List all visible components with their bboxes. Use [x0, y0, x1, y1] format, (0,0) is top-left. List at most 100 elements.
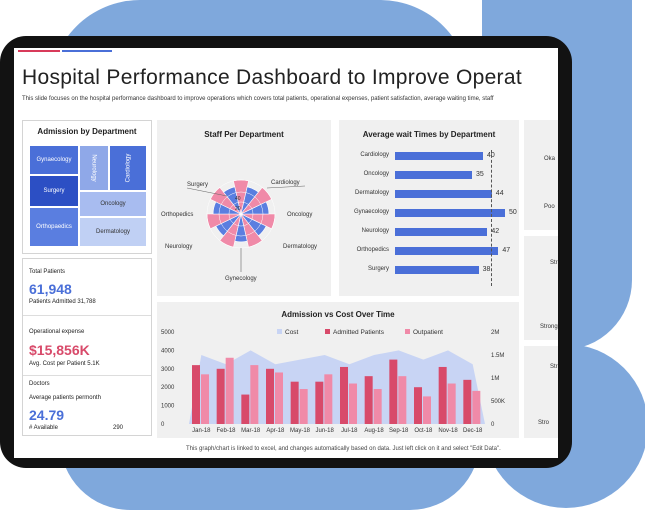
- wait-bar-value: 40: [487, 152, 495, 159]
- total-patients-label: Total Patients: [29, 269, 66, 275]
- wait-bar-value: 50: [509, 209, 517, 216]
- satisfaction-poor-label: Poo: [544, 204, 555, 210]
- wait-bar-value: 44: [495, 190, 504, 197]
- admitted-bar: [364, 376, 373, 424]
- leader-line: [266, 185, 306, 189]
- kpi-divider: [23, 315, 151, 316]
- treemap-cell-dermatology[interactable]: Dermatology: [79, 217, 147, 247]
- dashboard-screen: Hospital Performance Dashboard to Improv…: [14, 48, 558, 458]
- panel-title: Average wait Times by Department: [362, 130, 496, 139]
- y-left-tick: 3000: [161, 367, 175, 373]
- staff-label-orthopedics: Orthopedics: [161, 212, 194, 218]
- x-tick: Apr-18: [266, 428, 285, 434]
- admission-vs-cost-panel: Admission vs Cost Over Time Cost Admitted…: [157, 302, 519, 438]
- avg-cost: Avg. Cost per Patient 5.1K: [29, 361, 100, 367]
- wait-bar-value: 47: [502, 247, 511, 254]
- wait-bar[interactable]: [395, 209, 505, 217]
- y-right-tick: 1.5M: [491, 353, 504, 359]
- tablet-frame: Hospital Performance Dashboard to Improv…: [0, 36, 572, 468]
- outpatient-bar: [447, 383, 456, 424]
- treemap-cell-cardiology[interactable]: Cardiology: [109, 145, 147, 191]
- y-left-tick: 5000: [161, 330, 175, 336]
- x-tick: Feb-18: [216, 428, 236, 434]
- wait-bar[interactable]: [395, 190, 492, 198]
- legend-label: Outpatient: [413, 329, 443, 336]
- wait-bar[interactable]: [395, 152, 483, 160]
- wait-bar[interactable]: [395, 266, 479, 274]
- x-tick: Jul-18: [341, 428, 358, 434]
- kpi-divider: [23, 375, 151, 376]
- x-tick: Jan-18: [192, 428, 211, 434]
- outpatient-bar: [299, 389, 308, 424]
- admitted-bar: [192, 365, 200, 424]
- outpatient-bar: [250, 365, 259, 424]
- available-value: 290: [113, 425, 124, 431]
- doctors-label: Doctors: [29, 381, 50, 387]
- treemap-cell-gynaecology[interactable]: Gynaecology: [29, 145, 79, 175]
- right-label-strong: Strong: [540, 324, 558, 330]
- x-tick: Sep-18: [389, 428, 409, 434]
- legend-label: Admitted Patients: [333, 329, 385, 336]
- x-tick: Aug-18: [364, 428, 384, 434]
- admitted-bar: [315, 381, 324, 424]
- admitted-bar: [414, 387, 422, 424]
- cost-area: [189, 350, 485, 424]
- admission-cost-chart[interactable]: Cost Admitted Patients Outpatient 5000 4000 3…: [157, 302, 519, 438]
- admitted-bar: [438, 366, 447, 424]
- opex-label: Operational expense: [29, 329, 85, 335]
- treemap-cell-orthopaedics[interactable]: Orthopaedics: [29, 207, 79, 247]
- admitted-bar: [463, 379, 472, 424]
- page-subtitle: This slide focuses on the hospital perfo…: [22, 96, 494, 102]
- y-left-tick: 4000: [161, 348, 175, 354]
- wait-bar-label: Neurology: [361, 228, 389, 234]
- radar-ring: [228, 201, 254, 227]
- wait-bar-label: Gynaecology: [353, 209, 389, 215]
- treemap-cell-surgery[interactable]: Surgery: [29, 175, 79, 207]
- treemap-cell-neurology[interactable]: Neurology: [79, 145, 109, 191]
- accent-line-blue: [62, 50, 112, 52]
- radar-rose: [206, 179, 276, 249]
- right-label-stro: Stro: [538, 420, 550, 426]
- outpatient-bar: [472, 390, 481, 424]
- accent-line-red: [18, 50, 60, 52]
- legend-label: Cost: [285, 329, 299, 336]
- right-label-str-2: Str: [550, 364, 558, 370]
- admitted-bar: [340, 366, 348, 424]
- radar-tick-40: 40: [235, 196, 241, 202]
- leader-line: [186, 187, 228, 197]
- avg-patients-value: 24.79: [29, 407, 65, 423]
- admitted-bar: [216, 368, 225, 424]
- outpatient-bar: [275, 372, 283, 424]
- legend-swatch: [405, 329, 410, 334]
- outpatient-bar: [225, 357, 234, 424]
- panel-title: Admission vs Cost Over Time: [281, 310, 395, 319]
- staff-per-department-panel: Staff Per Department Surgery Cardiology …: [157, 120, 331, 296]
- admitted-bar: [241, 394, 250, 424]
- outpatient-bar: [373, 389, 382, 424]
- patients-admitted: Patients Admitted 31,788: [29, 299, 96, 305]
- panel-title: Admission by Department: [37, 127, 137, 136]
- y-left-tick: 1000: [161, 404, 175, 410]
- wait-bar-label: Orthopedics: [356, 247, 389, 253]
- kpi-panel: Total Patients 61,948 Patients Admitted …: [22, 258, 152, 436]
- staff-label-neurology: Neurology: [165, 244, 193, 250]
- staff-label-oncology: Oncology: [287, 212, 313, 218]
- wait-bar-label: Oncology: [363, 171, 389, 177]
- y-left-tick: 2000: [161, 385, 175, 391]
- page-title: Hospital Performance Dashboard to Improv…: [22, 66, 522, 89]
- right-panel-3: Str Stro: [524, 346, 558, 438]
- opex-value: $15,856K: [29, 342, 90, 358]
- outpatient-bar: [349, 383, 357, 424]
- wait-bar[interactable]: [395, 171, 472, 179]
- wait-bar-value: 42: [491, 228, 500, 235]
- wait-bar-label: Surgery: [367, 266, 389, 272]
- treemap-cell-oncology[interactable]: Oncology: [79, 191, 147, 217]
- wait-bar[interactable]: [395, 247, 499, 255]
- legend-swatch: [325, 329, 330, 334]
- x-tick: Jun-18: [315, 428, 334, 434]
- staff-radar-chart[interactable]: [157, 120, 331, 296]
- wait-bar[interactable]: [395, 228, 488, 236]
- admission-by-department-panel: Admission by Department Gynaecology Neur…: [22, 120, 152, 254]
- admitted-bar: [389, 359, 398, 424]
- staff-label-cardiology: Cardiology: [271, 180, 300, 186]
